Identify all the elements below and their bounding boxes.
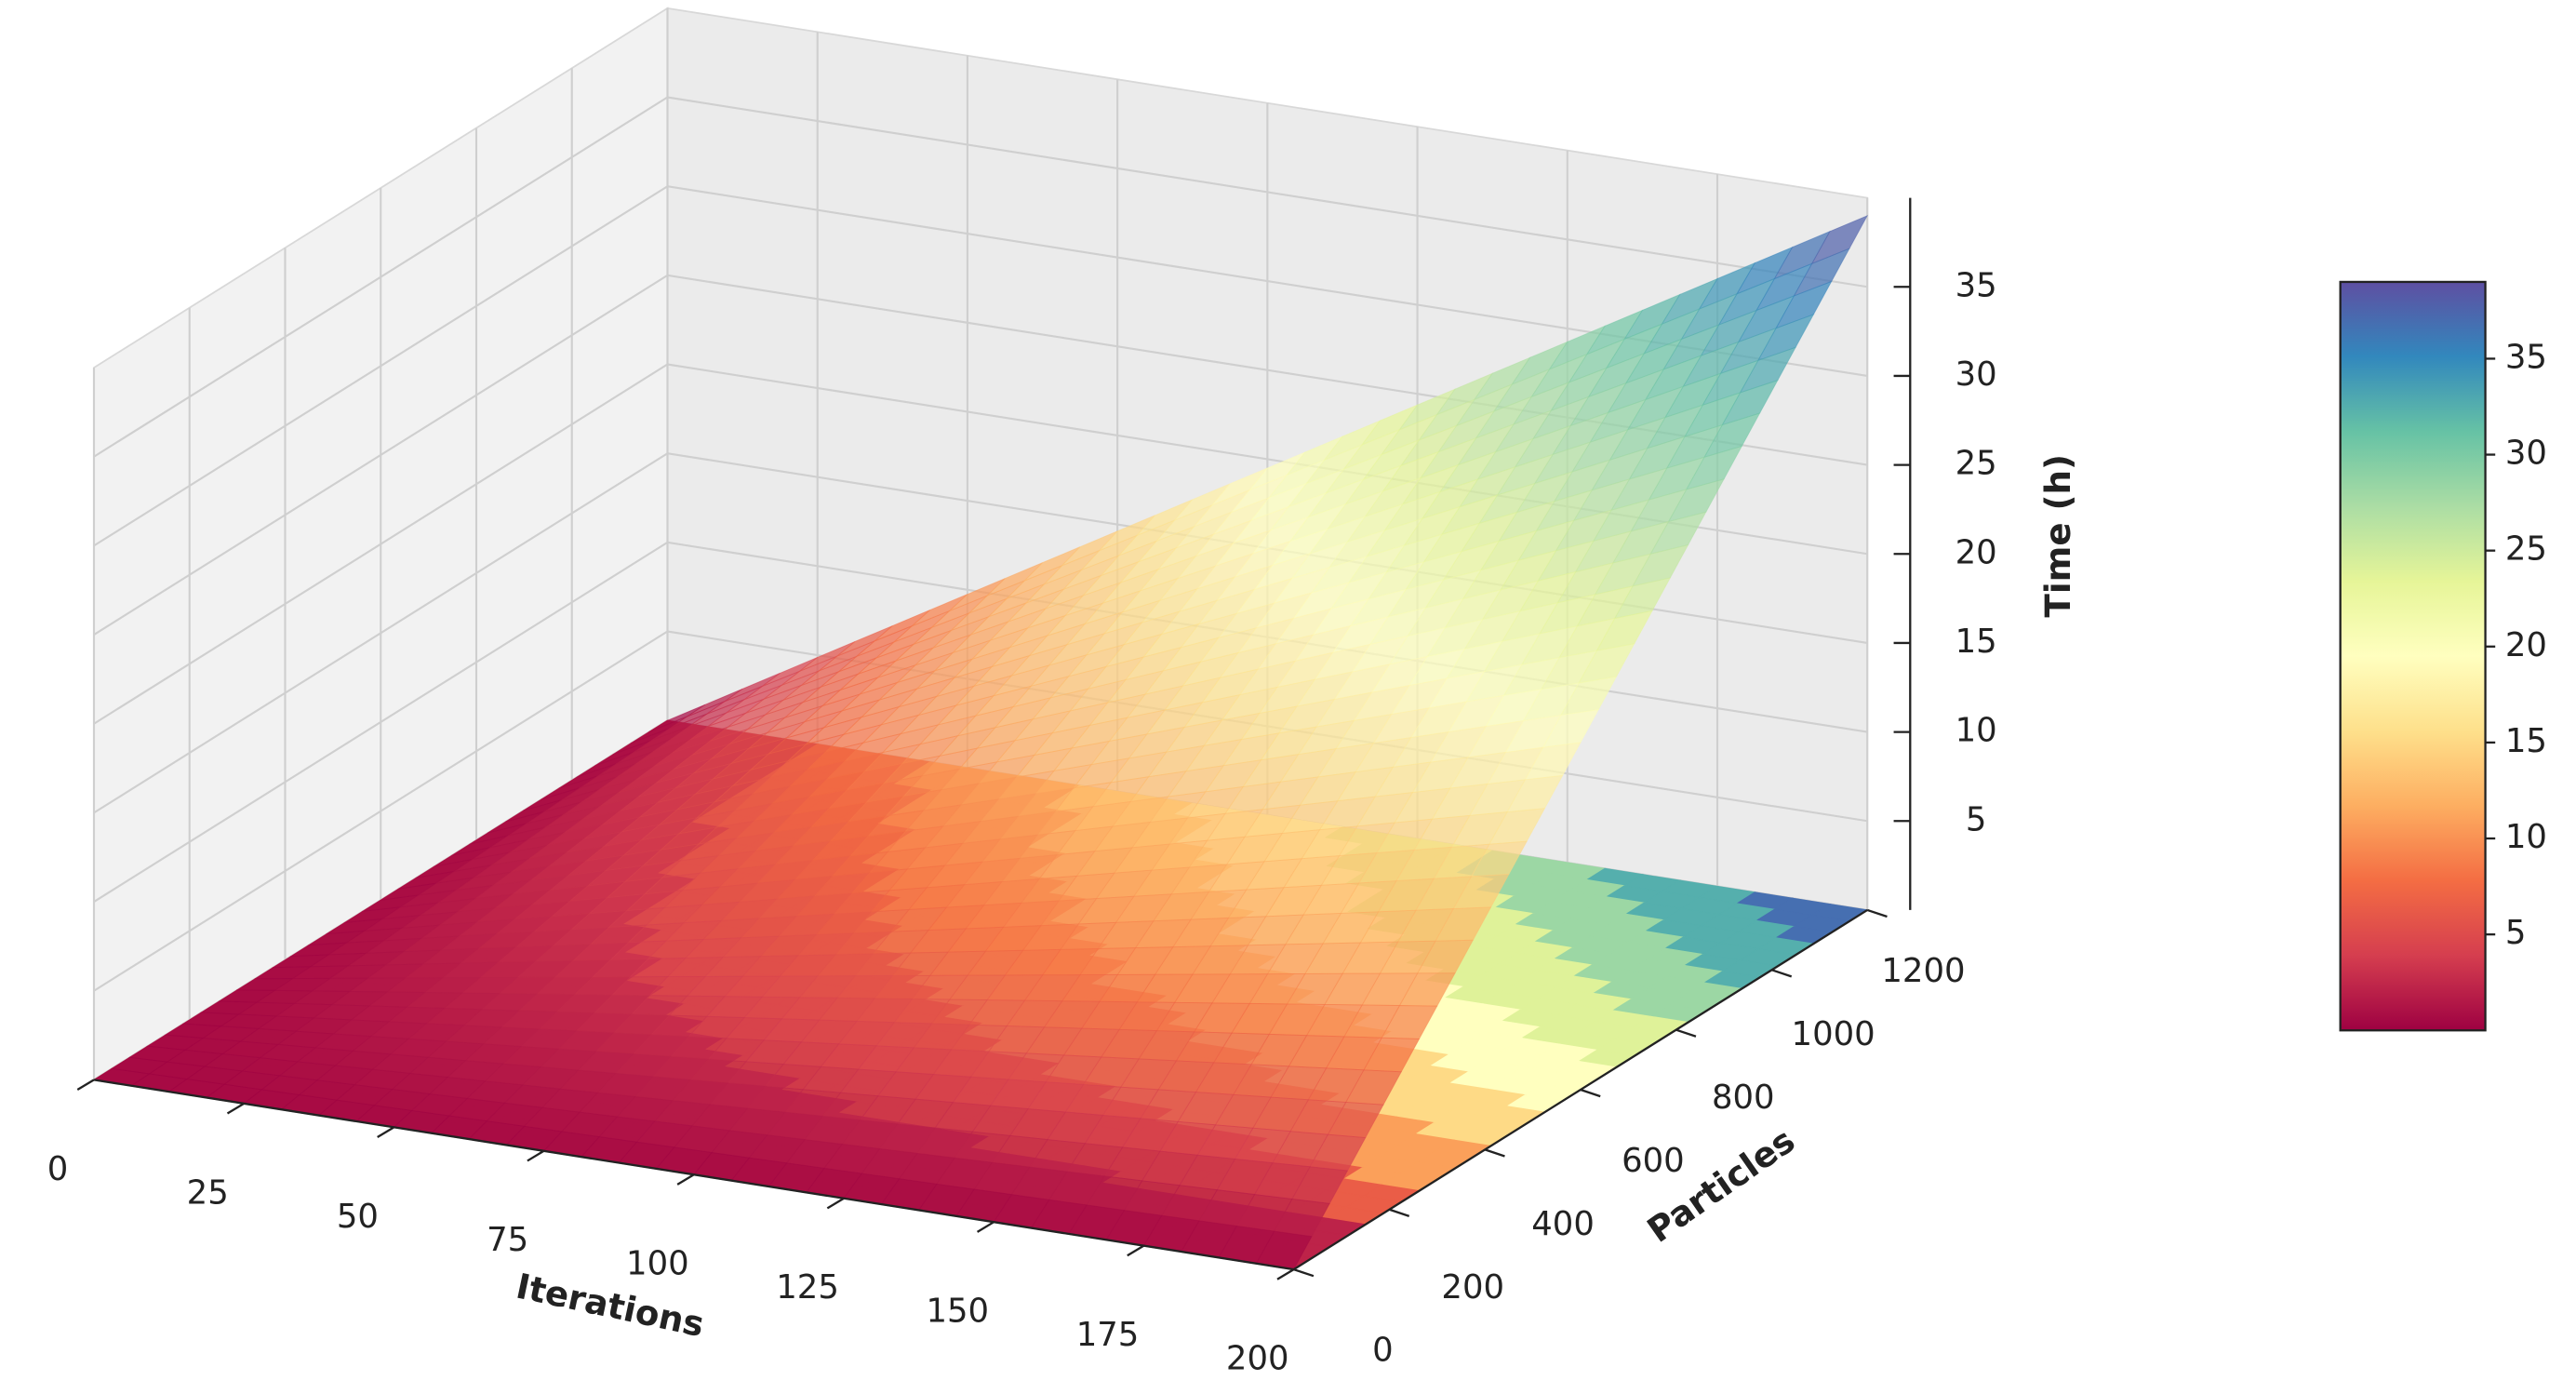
z-tick-label: 10 [1955, 712, 1997, 750]
y-tick [1771, 969, 1793, 978]
x-tick-label: 100 [626, 1245, 689, 1283]
x-tick-label: 200 [1226, 1340, 1289, 1378]
x-tick-label: 0 [47, 1150, 69, 1188]
colorbar-tick-label: 35 [2505, 338, 2547, 376]
y-tick-label: 800 [1712, 1079, 1775, 1117]
y-axis-label: Particles [1640, 1119, 1803, 1251]
z-tick-label: 20 [1955, 533, 1997, 571]
x-tick [976, 1221, 994, 1233]
x-tick [1127, 1244, 1145, 1257]
x-tick [76, 1079, 95, 1092]
x-tick [226, 1102, 245, 1115]
x-tick-label: 150 [926, 1293, 989, 1331]
colorbar-tick-label: 5 [2505, 914, 2527, 952]
x-tick-label: 50 [337, 1198, 379, 1236]
y-tick [1675, 1028, 1697, 1038]
x-tick-label: 25 [187, 1173, 229, 1212]
x-tick-label: 75 [487, 1221, 528, 1259]
x-tick [826, 1197, 845, 1210]
z-tick-label: 30 [1955, 355, 1997, 394]
z-tick-label: 25 [1955, 445, 1997, 483]
z-axis-label: Time (h) [2037, 454, 2078, 618]
y-tick-label: 600 [1622, 1142, 1685, 1180]
y-tick [1580, 1088, 1601, 1098]
grid-line [93, 96, 1868, 458]
y-tick [1389, 1208, 1410, 1217]
colorbar-tick-label: 30 [2505, 435, 2547, 473]
y-tick-label: 1000 [1792, 1015, 1875, 1053]
colorbar-tick-label: 10 [2505, 818, 2547, 856]
colorbar [2339, 280, 2487, 1032]
z-tick-label: 35 [1955, 266, 1997, 304]
colorbar-tick-label: 25 [2505, 530, 2547, 569]
y-tick [1293, 1268, 1315, 1278]
y-tick-label: 0 [1372, 1332, 1394, 1370]
z-tick-label: 5 [1966, 800, 1987, 838]
y-tick [1866, 908, 1888, 918]
x-tick-label: 175 [1076, 1316, 1140, 1354]
y-tick [1484, 1148, 1505, 1158]
x-tick [527, 1149, 545, 1162]
x-tick [1276, 1268, 1295, 1280]
z-tick-label: 15 [1955, 623, 1997, 661]
y-tick-label: 400 [1531, 1205, 1595, 1243]
colorbar-tick-label: 20 [2505, 626, 2547, 664]
x-tick [676, 1173, 695, 1186]
y-tick-label: 1200 [1881, 952, 1965, 990]
y-tick-label: 200 [1441, 1268, 1504, 1307]
colorbar-tick-label: 15 [2505, 722, 2547, 760]
x-tick [377, 1126, 395, 1138]
grid-line [93, 185, 1868, 547]
x-tick-label: 125 [776, 1268, 839, 1307]
